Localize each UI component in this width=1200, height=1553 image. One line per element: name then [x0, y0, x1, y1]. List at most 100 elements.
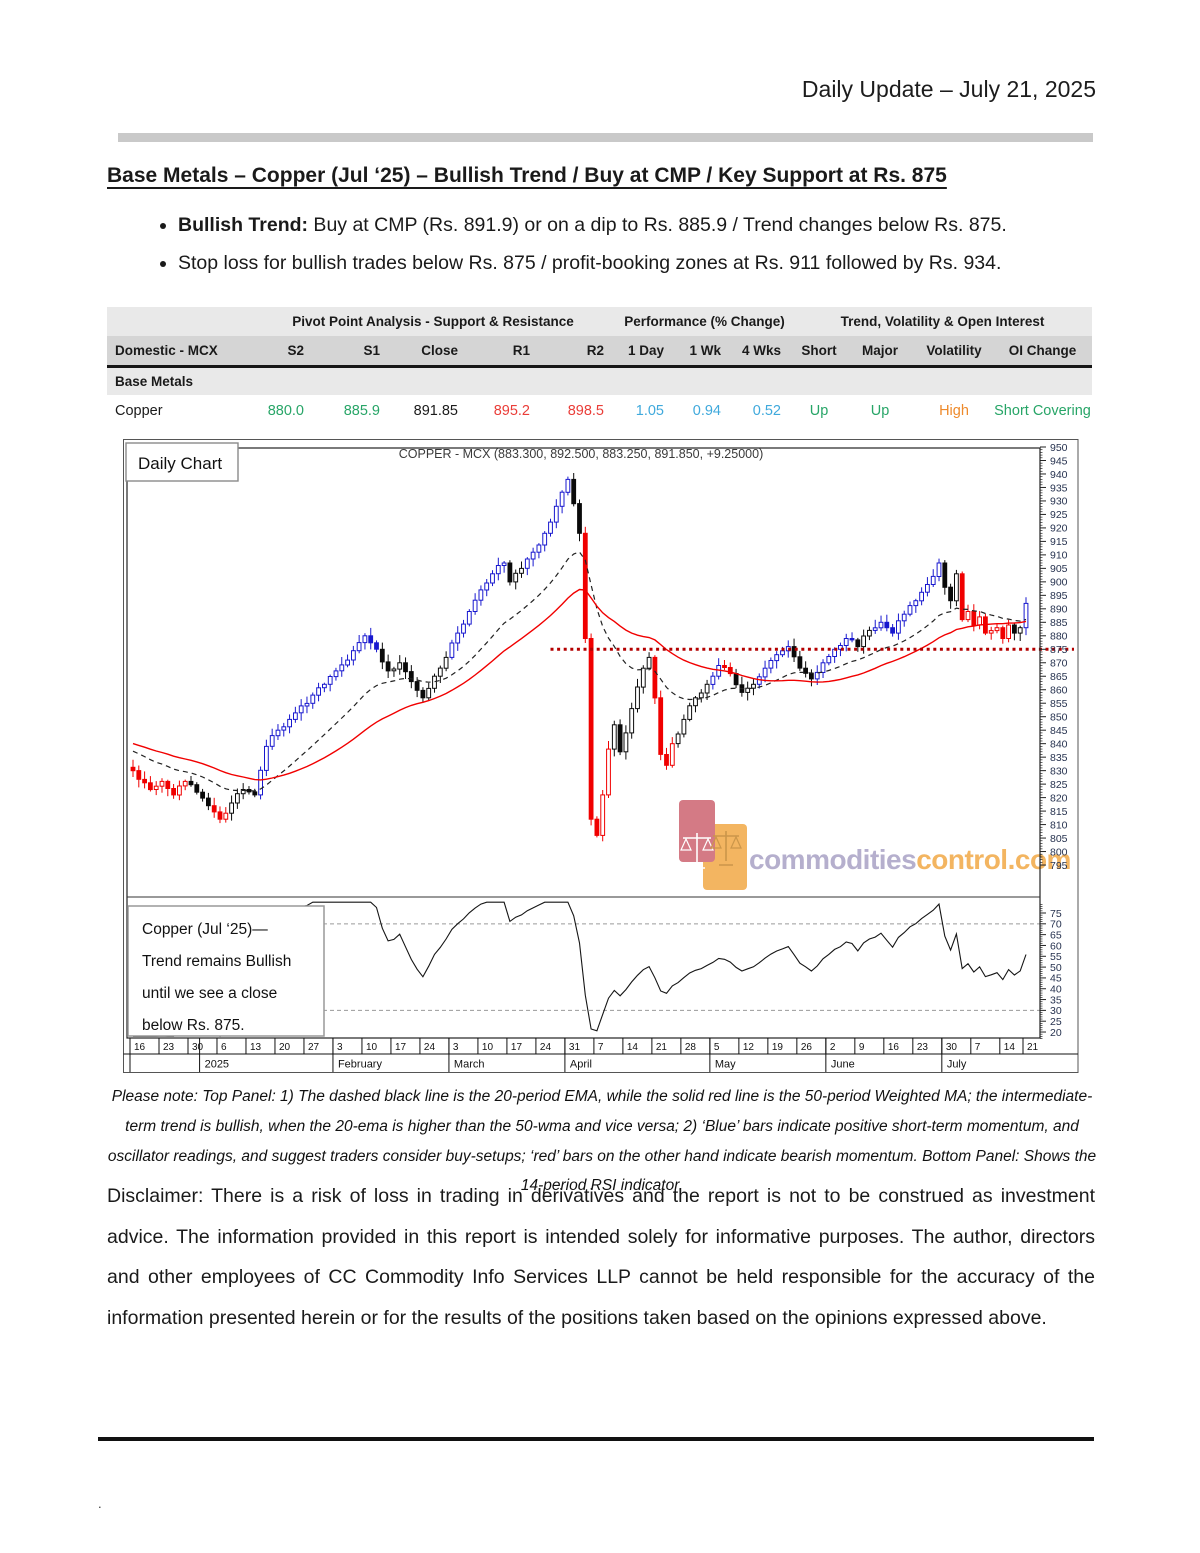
svg-text:below Rs. 875.: below Rs. 875. — [142, 1017, 245, 1034]
svg-text:7: 7 — [975, 1042, 981, 1053]
chart-note: Please note: Top Panel: 1) The dashed bl… — [107, 1088, 1097, 1195]
svg-text:2: 2 — [830, 1042, 836, 1053]
svg-text:19: 19 — [772, 1042, 784, 1053]
svg-text:6: 6 — [221, 1042, 227, 1053]
svg-text:20: 20 — [1050, 1027, 1062, 1039]
cell-s1: 885.9 — [343, 403, 380, 419]
svg-text:800: 800 — [1050, 846, 1068, 858]
svg-text:21: 21 — [656, 1042, 668, 1053]
cell-r2: 898.5 — [567, 403, 604, 419]
svg-text:855: 855 — [1050, 698, 1068, 710]
svg-text:commoditiescontrol.com: commoditiescontrol.com — [749, 844, 1071, 875]
cell-4wks: 0.52 — [752, 403, 781, 419]
svg-text:24: 24 — [540, 1042, 552, 1053]
col-short: Short — [801, 343, 837, 358]
svg-text:5: 5 — [714, 1042, 720, 1053]
svg-text:Trend remains Bullish: Trend remains Bullish — [142, 953, 291, 970]
svg-text:865: 865 — [1050, 671, 1068, 683]
svg-text:40: 40 — [1050, 984, 1062, 996]
svg-text:30: 30 — [192, 1042, 204, 1053]
svg-text:17: 17 — [395, 1042, 407, 1053]
col-close: Close — [421, 343, 458, 358]
svg-text:April: April — [570, 1059, 592, 1071]
svg-text:60: 60 — [1050, 940, 1062, 952]
svg-text:30: 30 — [1050, 1005, 1062, 1017]
svg-text:840: 840 — [1050, 738, 1068, 750]
cell-oi-change: Short Covering — [994, 403, 1091, 419]
svg-text:3: 3 — [337, 1042, 343, 1053]
cell-r1: 895.2 — [493, 403, 530, 419]
svg-text:17: 17 — [511, 1042, 523, 1053]
svg-text:945: 945 — [1050, 455, 1068, 467]
col-s2: S2 — [287, 343, 304, 358]
svg-text:14: 14 — [1004, 1042, 1016, 1053]
svg-text:815: 815 — [1050, 806, 1068, 818]
svg-text:835: 835 — [1050, 752, 1068, 764]
svg-text:23: 23 — [917, 1042, 929, 1053]
daily-candlestick-chart: commoditiescontrol.com795800805810815820… — [123, 439, 1079, 1073]
cell-1wk: 0.94 — [692, 403, 721, 419]
group-header-trend: Trend, Volatility & Open Interest — [840, 314, 1045, 329]
svg-text:950: 950 — [1050, 442, 1068, 454]
watermark-logo: commoditiescontrol.com — [679, 800, 1071, 890]
svg-text:24: 24 — [424, 1042, 436, 1053]
group-header-pivot: Pivot Point Analysis - Support & Resista… — [292, 314, 574, 329]
col-1day: 1 Day — [627, 343, 664, 358]
svg-text:875: 875 — [1050, 644, 1068, 656]
svg-text:until we see a close: until we see a close — [142, 985, 277, 1002]
pivot-table: Pivot Point Analysis - Support & Resista… — [107, 307, 1092, 427]
svg-text:July: July — [947, 1059, 967, 1071]
cell-major: Up — [870, 403, 890, 419]
svg-text:880: 880 — [1050, 631, 1068, 643]
col-r2: R2 — [586, 343, 604, 358]
table-corner-cell — [107, 307, 250, 336]
bullet-text: Stop loss for bullish trades below Rs. 8… — [178, 252, 1002, 274]
col-volatility: Volatility — [926, 343, 982, 358]
svg-text:14: 14 — [627, 1042, 639, 1053]
cell-s2: 880.0 — [267, 403, 304, 419]
svg-text:16: 16 — [134, 1042, 146, 1053]
svg-text:830: 830 — [1050, 765, 1068, 777]
header-divider-bar — [118, 133, 1093, 142]
cell-volatility: High — [939, 403, 969, 419]
row-name: Copper — [115, 403, 163, 419]
svg-text:890: 890 — [1050, 604, 1068, 616]
svg-text:900: 900 — [1050, 577, 1068, 589]
svg-text:16: 16 — [888, 1042, 900, 1053]
svg-text:23: 23 — [163, 1042, 175, 1053]
header-date: Daily Update – July 21, 2025 — [801, 76, 1096, 102]
svg-text:935: 935 — [1050, 482, 1068, 494]
col-r1: R1 — [512, 343, 530, 358]
svg-text:27: 27 — [308, 1042, 320, 1053]
svg-text:7: 7 — [598, 1042, 604, 1053]
svg-text:31: 31 — [569, 1042, 581, 1053]
table-row: Copper 880.0 885.9 891.85 895.2 898.5 1.… — [107, 395, 1092, 427]
bullet-text: Buy at CMP (Rs. 891.9) or on a dip to Rs… — [308, 214, 1007, 236]
svg-text:26: 26 — [801, 1042, 813, 1053]
svg-text:915: 915 — [1050, 536, 1068, 548]
svg-text:35: 35 — [1050, 994, 1062, 1006]
svg-text:20: 20 — [279, 1042, 291, 1053]
svg-text:30: 30 — [946, 1042, 958, 1053]
svg-text:850: 850 — [1050, 712, 1068, 724]
svg-text:28: 28 — [685, 1042, 697, 1053]
svg-text:3: 3 — [453, 1042, 459, 1053]
svg-text:2025: 2025 — [205, 1059, 229, 1071]
svg-text:9: 9 — [859, 1042, 865, 1053]
col-domestic-mcx: Domestic - MCX — [115, 343, 218, 358]
svg-text:May: May — [715, 1059, 736, 1071]
col-1wk: 1 Wk — [689, 343, 721, 358]
bottom-rule — [98, 1437, 1094, 1441]
svg-text:860: 860 — [1050, 685, 1068, 697]
bullet-list: Bullish Trend: Buy at CMP (Rs. 891.9) or… — [140, 214, 1100, 290]
bullet-lead: Bullish Trend: — [178, 214, 309, 236]
col-s1: S1 — [363, 343, 380, 358]
svg-text:10: 10 — [366, 1042, 378, 1053]
table-section-row: Base Metals — [107, 368, 1092, 395]
svg-text:Daily Chart: Daily Chart — [138, 454, 222, 473]
col-oi-change: OI Change — [1008, 343, 1077, 358]
table-group-header-row: Pivot Point Analysis - Support & Resista… — [107, 307, 1092, 336]
bullet-item-trend: Bullish Trend: Buy at CMP (Rs. 891.9) or… — [178, 214, 1100, 237]
svg-text:February: February — [338, 1059, 383, 1071]
